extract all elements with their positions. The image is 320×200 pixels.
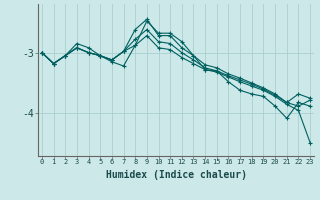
X-axis label: Humidex (Indice chaleur): Humidex (Indice chaleur) [106, 170, 246, 180]
